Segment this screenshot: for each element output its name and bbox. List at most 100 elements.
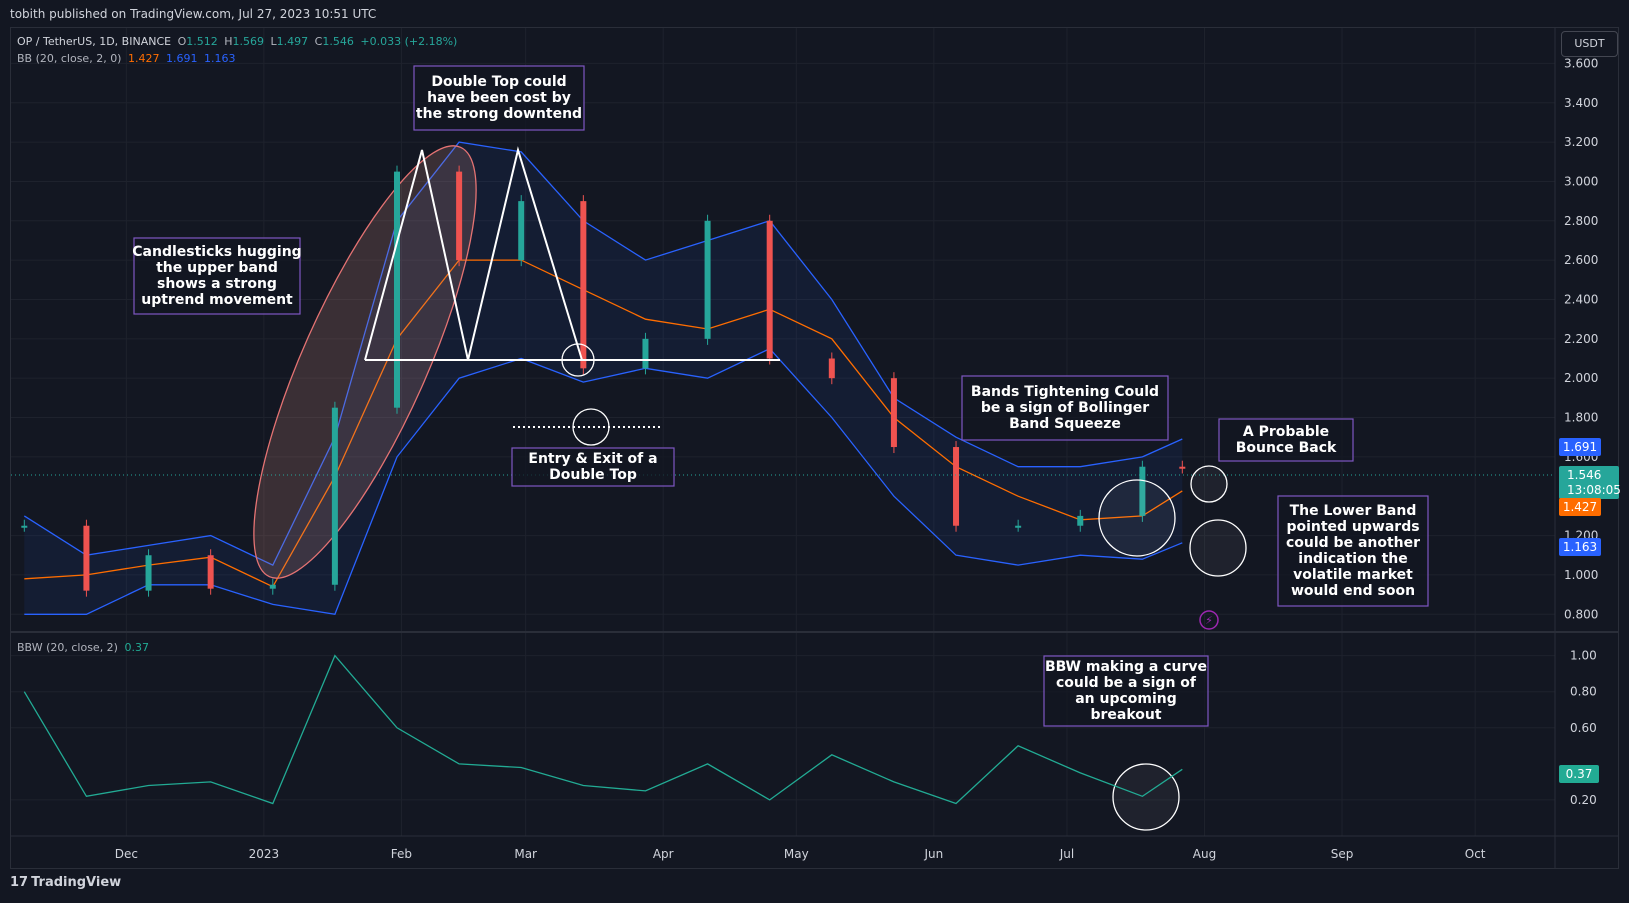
time-tick-label: 2023	[249, 847, 280, 861]
annotation-line: A Probable	[1243, 424, 1329, 440]
time-tick-label: Mar	[514, 847, 537, 861]
candle	[207, 549, 214, 595]
change-value: +0.033 (+2.18%)	[360, 35, 458, 48]
price-tick-label: 2.200	[1564, 332, 1598, 346]
price-tick-label: 2.800	[1564, 214, 1598, 228]
candle	[456, 165, 463, 267]
svg-text:1.163: 1.163	[1563, 540, 1597, 554]
candle	[704, 214, 711, 345]
svg-text:1.546: 1.546	[1567, 468, 1601, 482]
bbw-value: 0.37	[124, 641, 149, 654]
bb-basis-line	[24, 259, 1183, 588]
price-tick-label: 0.800	[1564, 607, 1598, 621]
uptrend-ellipse[interactable]	[213, 122, 517, 602]
bbw-line	[23, 654, 1183, 805]
annotation-line: volatile market	[1293, 567, 1413, 583]
time-tick-label: Sep	[1331, 847, 1354, 861]
bb-basis-value: 1.427	[127, 52, 160, 65]
candle	[518, 195, 525, 267]
annotation-line: the upper band	[156, 260, 278, 276]
annotation-line: have been cost by	[427, 90, 571, 106]
candle	[1077, 509, 1084, 532]
symbol-name[interactable]: OP / TetherUS, 1D, BINANCE	[17, 35, 172, 48]
bbw-curve-circle[interactable]	[1112, 763, 1180, 831]
bb-lower-line	[24, 347, 1183, 616]
target-circle[interactable]	[572, 408, 610, 446]
bb-legend[interactable]: BB (20, close, 2, 0) 1.427 1.691 1.163	[17, 52, 238, 65]
bb-upper-line	[23, 141, 1183, 566]
bb-upper-value: 1.691	[165, 52, 198, 65]
publisher-line: tobith published on TradingView.com, Jul…	[0, 0, 1629, 28]
annotation-line: pointed upwards	[1286, 519, 1419, 535]
bbw-badge: 0.37	[1559, 765, 1599, 783]
time-tick-label: Apr	[653, 847, 674, 861]
price-tick-label: 1.800	[1564, 411, 1598, 425]
open-value: 1.512	[186, 35, 218, 48]
candle	[953, 441, 960, 532]
annotation-line: Double Top	[549, 467, 637, 483]
annotation-line: Candlesticks hugging	[132, 244, 301, 260]
time-tick-label: Jul	[1059, 847, 1074, 861]
open-label: O	[177, 35, 187, 48]
annotation-line: be a sign of Bollinger	[981, 400, 1149, 416]
time-tick-label: Aug	[1193, 847, 1216, 861]
bbw-legend[interactable]: BBW (20, close, 2) 0.37	[17, 641, 152, 654]
bbw-tick-label: 0.80	[1570, 685, 1597, 699]
annotation-line: the strong downtend	[416, 106, 582, 122]
annotation-line: The Lower Band	[1290, 503, 1417, 519]
time-tick-label: Dec	[115, 847, 138, 861]
bounce-circle[interactable]	[1190, 465, 1228, 503]
candle	[828, 352, 835, 385]
high-label: H	[224, 35, 233, 48]
svg-text:1.691: 1.691	[1563, 440, 1597, 454]
candle	[145, 549, 152, 597]
squeeze-circle[interactable]	[1098, 479, 1176, 557]
lightning-icon[interactable]	[1199, 610, 1219, 630]
time-tick-label: Oct	[1465, 847, 1486, 861]
annotation-line: Double Top could	[431, 74, 566, 90]
bbw-axis-labels: 1.00 0.80 0.60 0.20	[1570, 649, 1597, 807]
svg-text:0.37: 0.37	[1566, 767, 1593, 781]
brand-name: TradingView	[31, 875, 122, 890]
time-tick-label: May	[784, 847, 809, 861]
annotation-line: an upcoming	[1075, 691, 1177, 707]
annotation-line: Bounce Back	[1236, 440, 1337, 456]
annotation-line: would end soon	[1291, 583, 1415, 599]
time-tick-label: Jun	[923, 847, 943, 861]
bbw-tick-label: 0.20	[1570, 793, 1597, 807]
annotation-line: uptrend movement	[141, 292, 293, 308]
price-tick-label: 1.000	[1564, 568, 1598, 582]
currency-button[interactable]: USDT	[1561, 31, 1618, 57]
svg-text:13:08:05: 13:08:05	[1567, 483, 1621, 497]
lower-band-circle[interactable]	[1189, 519, 1247, 577]
annotation-line: Band Squeeze	[1009, 416, 1121, 432]
candle	[1139, 460, 1146, 522]
close-value: 1.546	[322, 35, 354, 48]
price-tick-label: 3.400	[1564, 96, 1598, 110]
last-price-badge: 1.546 13:08:05	[1559, 466, 1621, 499]
candlesticks	[21, 165, 1186, 597]
time-tick-label: Feb	[391, 847, 412, 861]
bbw-label[interactable]: BBW (20, close, 2)	[17, 641, 118, 654]
tradingview-footer[interactable]: 𝟭𝟳 TradingView	[10, 875, 121, 890]
bb-label[interactable]: BB (20, close, 2, 0)	[17, 52, 122, 65]
price-tick-label: 2.600	[1564, 253, 1598, 267]
high-value: 1.569	[232, 35, 265, 48]
close-label: C	[314, 35, 323, 48]
bbw-tick-label: 1.00	[1570, 649, 1597, 663]
symbol-legend[interactable]: OP / TetherUS, 1D, BINANCE O1.512 H1.569…	[17, 35, 460, 48]
tradingview-logo-icon: 𝟭𝟳	[10, 875, 29, 890]
neckline-break-circle[interactable]	[561, 343, 595, 377]
candle	[394, 165, 400, 414]
annotation-line: BBW making a curve	[1045, 659, 1207, 675]
price-axis-labels: 3.600 3.400 3.200 3.000 2.800 2.600 2.400 2.200…	[1564, 56, 1598, 621]
